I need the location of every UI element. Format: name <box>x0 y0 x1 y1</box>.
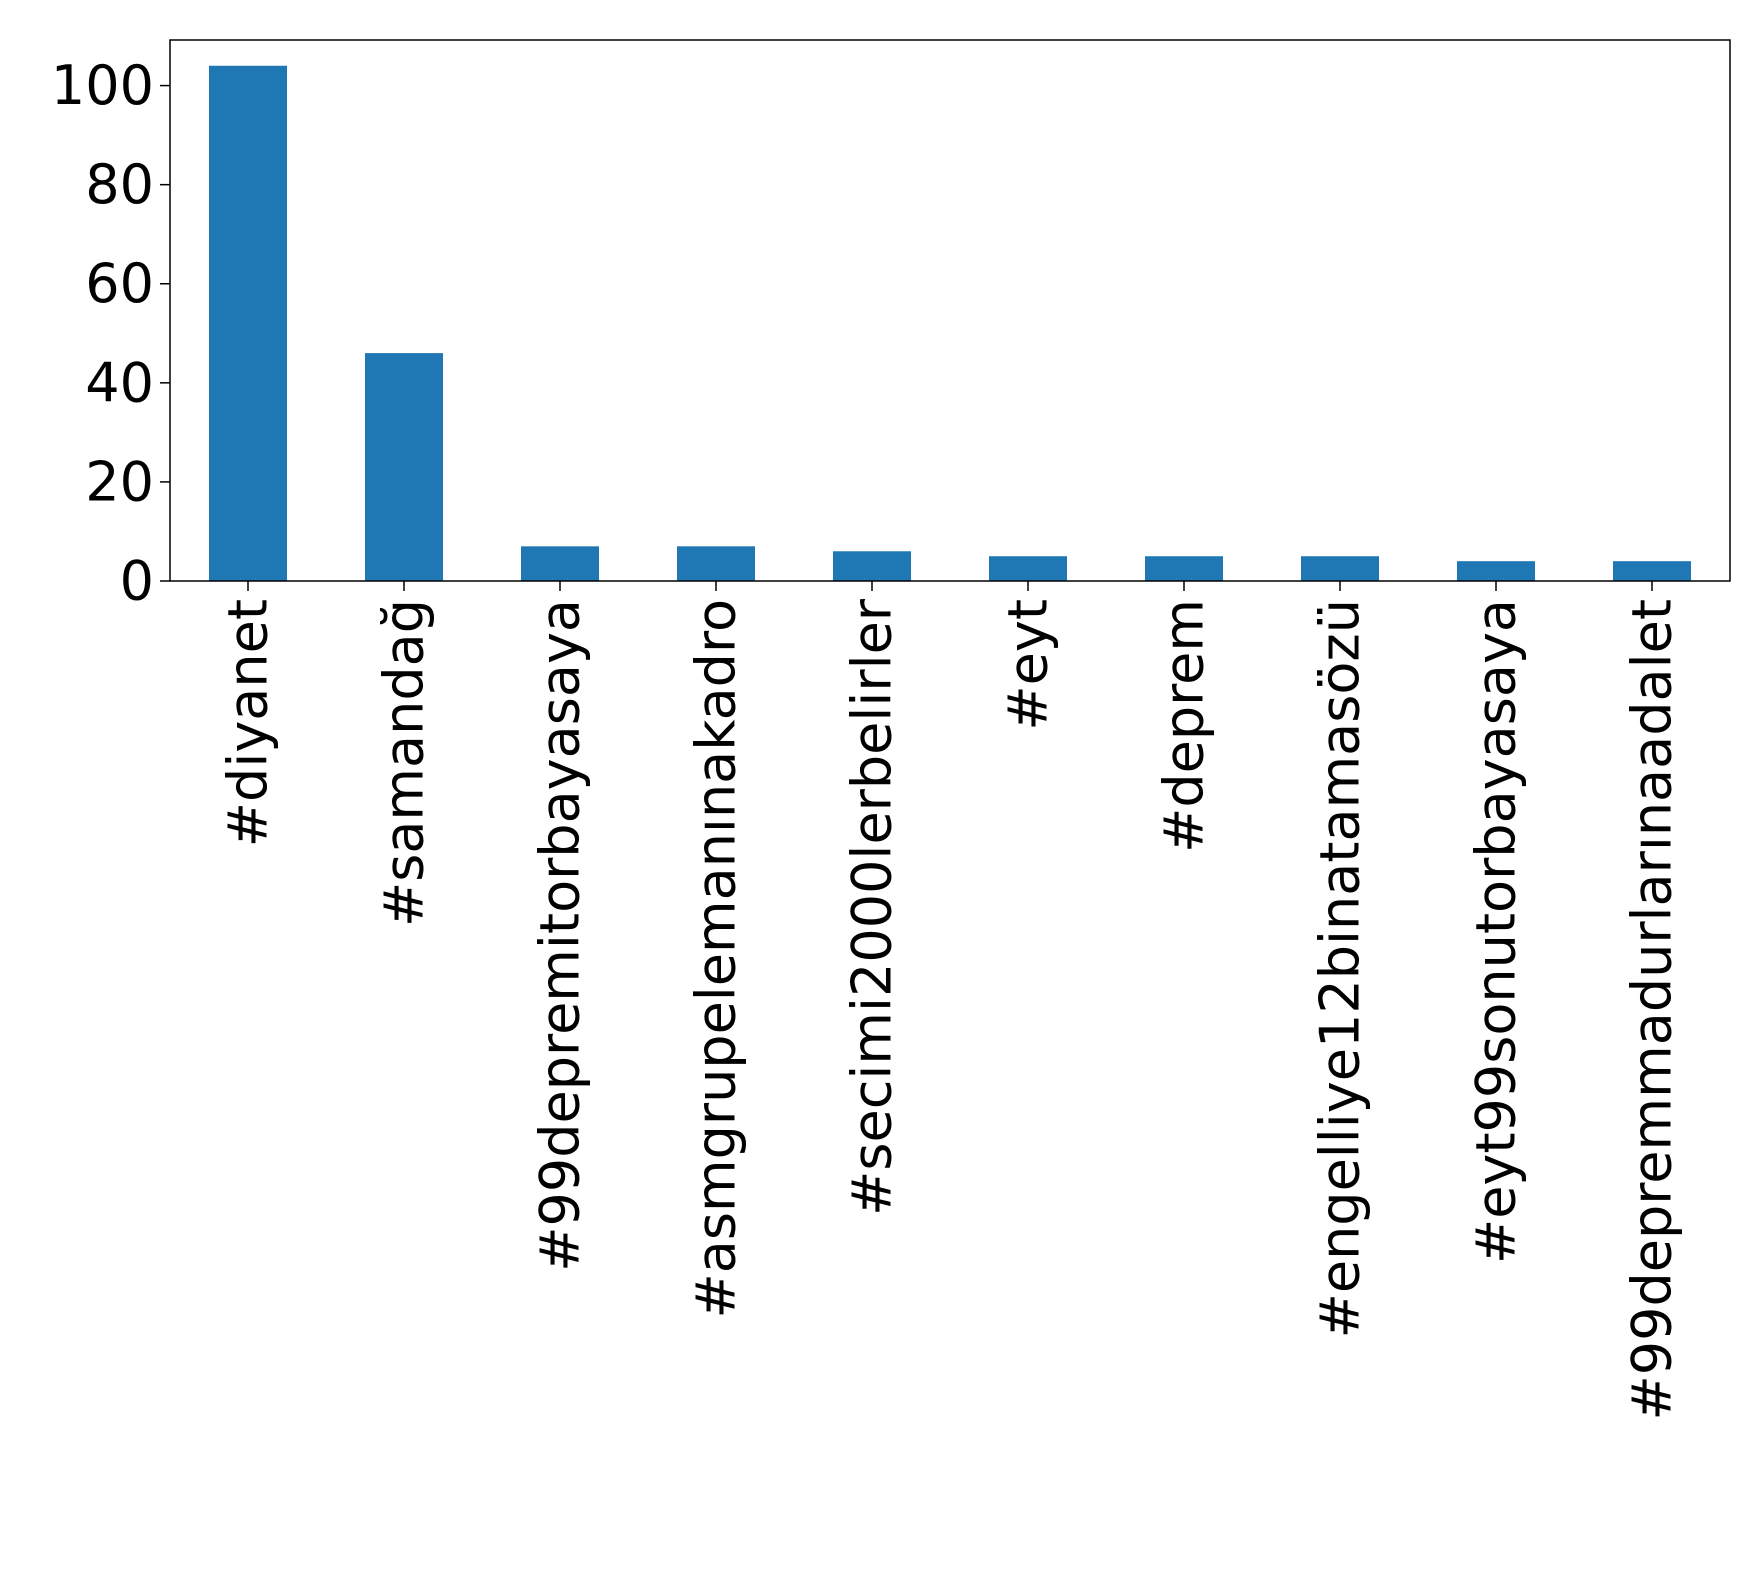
x-tick-label-8: #engelliye12binatamasözü <box>1309 599 1372 1338</box>
bar-8 <box>1301 556 1379 581</box>
x-tick-label-5: #secimi2000lerbelirler <box>841 598 904 1216</box>
bar-4 <box>677 546 755 581</box>
bar-5 <box>833 551 911 581</box>
y-tick-label-0: 0 <box>120 550 154 613</box>
bar-3 <box>521 546 599 581</box>
plot-frame <box>169 39 1731 582</box>
y-tick-label-100: 100 <box>51 54 154 117</box>
y-tick-label-20: 20 <box>85 450 154 513</box>
x-tick-label-6: #eyt <box>997 599 1060 731</box>
x-tick-label-2: #samandağ <box>373 599 436 927</box>
x-tick-label-9: #eyt99sonutorbayasaya <box>1465 599 1528 1264</box>
y-axis: 0 20 40 60 80 100 <box>51 54 170 613</box>
y-tick-label-40: 40 <box>85 351 154 414</box>
bar-9 <box>1457 561 1535 581</box>
x-tick-label-3: #99depremitorbayasaya <box>529 599 592 1272</box>
bar-1 <box>209 65 287 581</box>
y-tick-label-80: 80 <box>85 153 154 216</box>
bar-2 <box>365 353 443 581</box>
bar-7 <box>1145 556 1223 581</box>
x-tick-label-10: #99depremmadurlarınaadalet <box>1621 599 1684 1420</box>
x-axis: #diyanet #samandağ #99depremitorbayasaya #a… <box>217 581 1684 1420</box>
bar-10 <box>1613 561 1691 581</box>
y-tick-label-60: 60 <box>85 252 154 315</box>
x-tick-label-1: #diyanet <box>217 599 280 847</box>
x-tick-label-4: #asmgrupelemanınakadro <box>685 599 748 1318</box>
bar-6 <box>989 556 1067 581</box>
x-tick-label-7: #deprem <box>1153 599 1216 853</box>
bars-group <box>209 65 1691 581</box>
